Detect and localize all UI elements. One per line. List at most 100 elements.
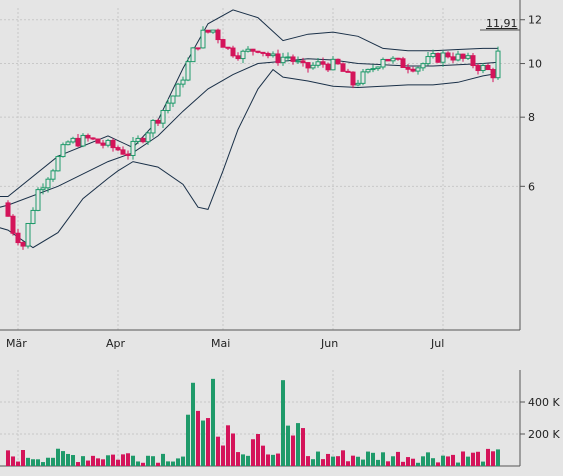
candle-body [105,139,111,146]
volume-bar [166,461,170,466]
volume-bar [156,462,160,466]
volume-bar [276,453,280,466]
candle-body [200,29,206,49]
price-tick-label: 10 [528,58,542,71]
volume-bar [331,456,335,466]
candle-body [410,68,416,72]
volume-bar [71,455,75,466]
volume-bar [231,433,235,466]
candle-body [260,51,266,54]
candle-body [305,62,311,69]
candle-body [145,132,151,143]
volume-bar [221,445,225,466]
volume-bar [131,455,135,466]
volume-bar [366,451,370,466]
candle-body [465,55,471,59]
volume-bar [496,449,500,466]
volume-bar [451,454,455,466]
candle-body [170,95,176,104]
candle-body [400,58,406,68]
volume-bar [196,410,200,466]
volume-bar [206,418,210,466]
candle-body [310,64,316,69]
candle-body [235,55,241,60]
volume-bar [361,459,365,466]
candle-body [175,83,181,97]
volume-bar [236,452,240,466]
bollinger-middle-line [0,58,499,208]
candle-body [375,66,381,70]
candle-body [480,64,486,72]
month-label: Apr [106,337,126,350]
volume-bar [381,452,385,466]
volume-bar [286,425,290,466]
volume-bar [301,428,305,466]
candle-body [420,63,426,69]
volume-bar [216,436,220,466]
candle-body [265,52,271,57]
candle-body [210,29,216,33]
volume-bar [471,452,475,466]
candle-body [115,147,121,151]
candle-body [220,39,226,48]
volume-bar [101,459,105,466]
volume-bar [91,455,95,466]
volume-bar [416,462,420,466]
volume-bar [171,461,175,466]
candle-body [490,69,496,79]
volume-bar [481,461,485,466]
candle-body [40,187,46,191]
candle-body [160,109,166,124]
candle-body [335,58,341,65]
candle-body [380,58,386,68]
candle-body [285,56,291,59]
volume-bar [336,456,340,466]
candle-body [325,63,331,71]
candle-body [195,47,201,50]
volume-bar [76,462,80,466]
month-label: Mär [6,337,27,350]
volume-bar [376,459,380,466]
candle-body [250,48,256,52]
volume-bar [441,455,445,466]
volume-bar [476,451,480,466]
volume-bar [11,456,15,466]
candle-body [470,55,476,67]
volume-bar [421,456,425,466]
candle-body [120,149,126,155]
candle-body [30,209,36,224]
candle-body [435,52,441,63]
candle-body [275,53,281,64]
volume-bar [396,451,400,466]
candle-body [140,137,146,143]
candle-body [190,47,196,63]
candle-body [165,102,171,111]
volume-bar [311,459,315,466]
candle-body [185,61,191,81]
candle-body [330,58,336,71]
volume-bar [306,456,310,466]
candle-body [240,50,246,60]
volume-bar [41,462,45,466]
volume-bar [346,461,350,466]
volume-bar [181,456,185,466]
candle-body [5,202,11,217]
bollinger-upper-line [0,9,498,197]
volume-bar [136,461,140,466]
volume-bar [456,462,460,466]
candle-body [180,79,186,85]
candle-body [155,119,161,124]
volume-bar [261,445,265,466]
candle-body [35,189,41,211]
volume-bar [246,455,250,466]
volume-bar [21,450,25,466]
volume-bar [386,461,390,466]
candle-body [20,242,26,247]
candle-body [390,57,396,62]
candle-body [255,50,261,53]
candle-body [215,29,221,41]
volume-tick-label: 400 K [528,396,560,409]
volume-bar [321,459,325,466]
candle-body [455,53,461,61]
